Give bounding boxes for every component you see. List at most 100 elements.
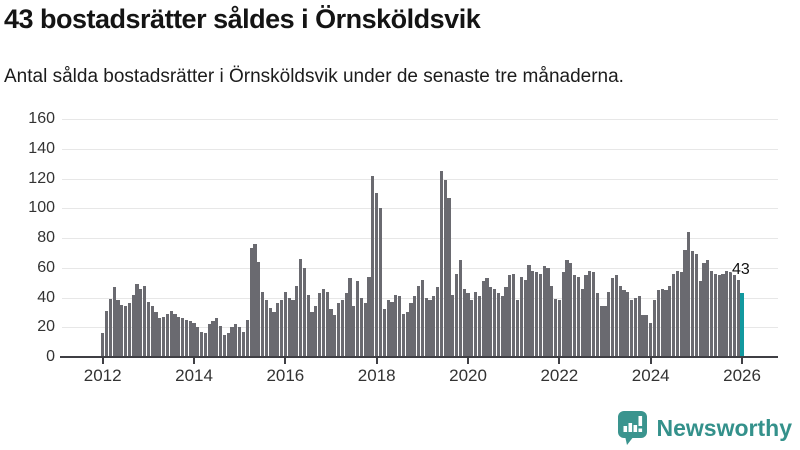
bar — [154, 312, 158, 357]
bar — [390, 301, 394, 357]
y-gridline — [62, 208, 778, 210]
bar — [729, 272, 733, 357]
newsworthy-logo[interactable]: Newsworthy — [616, 410, 792, 446]
bar — [359, 297, 364, 357]
bar — [184, 319, 188, 357]
bar — [614, 275, 619, 357]
bar — [588, 270, 592, 357]
bar — [211, 321, 215, 357]
bar — [485, 278, 489, 357]
bar — [135, 284, 139, 357]
x-axis-tick-label: 2012 — [83, 366, 122, 385]
bar — [131, 294, 135, 357]
bar — [595, 293, 599, 357]
bar — [481, 281, 485, 357]
bar — [253, 243, 257, 357]
bar — [477, 296, 482, 357]
bar — [120, 304, 124, 357]
bar — [702, 263, 706, 357]
bar — [371, 175, 375, 357]
bar — [306, 294, 310, 357]
bar — [668, 285, 672, 357]
bar — [321, 288, 325, 357]
bar — [443, 179, 447, 357]
bar — [603, 306, 607, 357]
bar — [139, 288, 143, 357]
bar — [291, 300, 295, 357]
last-value-annotation: 43 — [732, 261, 750, 278]
bar — [226, 333, 230, 357]
bar — [367, 276, 371, 357]
x-axis-tick-label: 2022 — [540, 366, 579, 385]
bar — [329, 309, 333, 357]
bar — [207, 324, 211, 357]
bar — [671, 273, 676, 357]
bar — [230, 327, 234, 357]
bar — [462, 288, 466, 357]
bar — [318, 293, 322, 357]
bar — [725, 270, 729, 357]
newsworthy-chart-bubble-icon — [617, 411, 647, 445]
bar — [569, 263, 573, 357]
bar — [249, 248, 253, 357]
x-axis-tick-label: 2024 — [631, 366, 670, 385]
highlight-bar — [740, 293, 744, 357]
bar — [279, 300, 284, 357]
bar — [690, 251, 695, 357]
bar — [660, 288, 664, 357]
bar — [298, 258, 303, 357]
bar — [736, 279, 740, 357]
bar — [173, 313, 177, 357]
bar — [112, 287, 116, 357]
bar — [493, 288, 497, 357]
bar — [637, 296, 641, 357]
bar — [489, 287, 493, 357]
bar — [181, 318, 185, 357]
bar — [519, 276, 523, 357]
bar — [645, 315, 649, 357]
bar — [386, 300, 390, 357]
bar — [717, 275, 721, 357]
page-title: 43 bostadsrätter såldes i Örnsköldsvik — [4, 4, 481, 34]
bar — [626, 291, 630, 357]
bar — [709, 270, 714, 357]
bar — [108, 298, 112, 357]
x-axis-tick — [741, 358, 744, 364]
bar — [416, 285, 421, 357]
bar — [679, 272, 683, 357]
bar — [375, 193, 379, 357]
bar — [508, 275, 512, 357]
bar — [123, 306, 128, 357]
bar — [553, 298, 558, 357]
bar — [538, 273, 542, 357]
bar — [397, 296, 402, 357]
bar — [531, 270, 535, 357]
bar — [447, 197, 451, 357]
x-axis-tick-label: 2014 — [175, 366, 213, 385]
bar — [325, 291, 329, 357]
bar — [496, 293, 501, 357]
bar — [721, 273, 725, 357]
bar — [687, 232, 691, 357]
bar — [264, 300, 268, 357]
bar — [652, 300, 657, 357]
bar — [572, 275, 577, 357]
y-axis-tick-label: 80 — [37, 229, 55, 246]
x-axis-tick — [375, 358, 378, 364]
bar — [101, 333, 105, 357]
bar — [272, 312, 276, 357]
bar — [584, 275, 588, 357]
bar — [592, 272, 596, 357]
bar — [534, 272, 539, 357]
bar — [394, 294, 398, 357]
bar — [257, 261, 261, 357]
bar — [732, 275, 737, 357]
bar — [664, 290, 668, 357]
bar — [576, 276, 580, 357]
newsworthy-wordmark: Newsworthy — [656, 414, 792, 441]
bar — [413, 296, 417, 357]
bar — [276, 303, 280, 357]
bar — [675, 270, 679, 357]
bar — [260, 291, 265, 357]
